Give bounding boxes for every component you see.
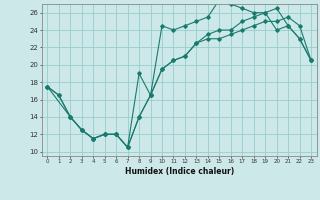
- X-axis label: Humidex (Indice chaleur): Humidex (Indice chaleur): [124, 167, 234, 176]
